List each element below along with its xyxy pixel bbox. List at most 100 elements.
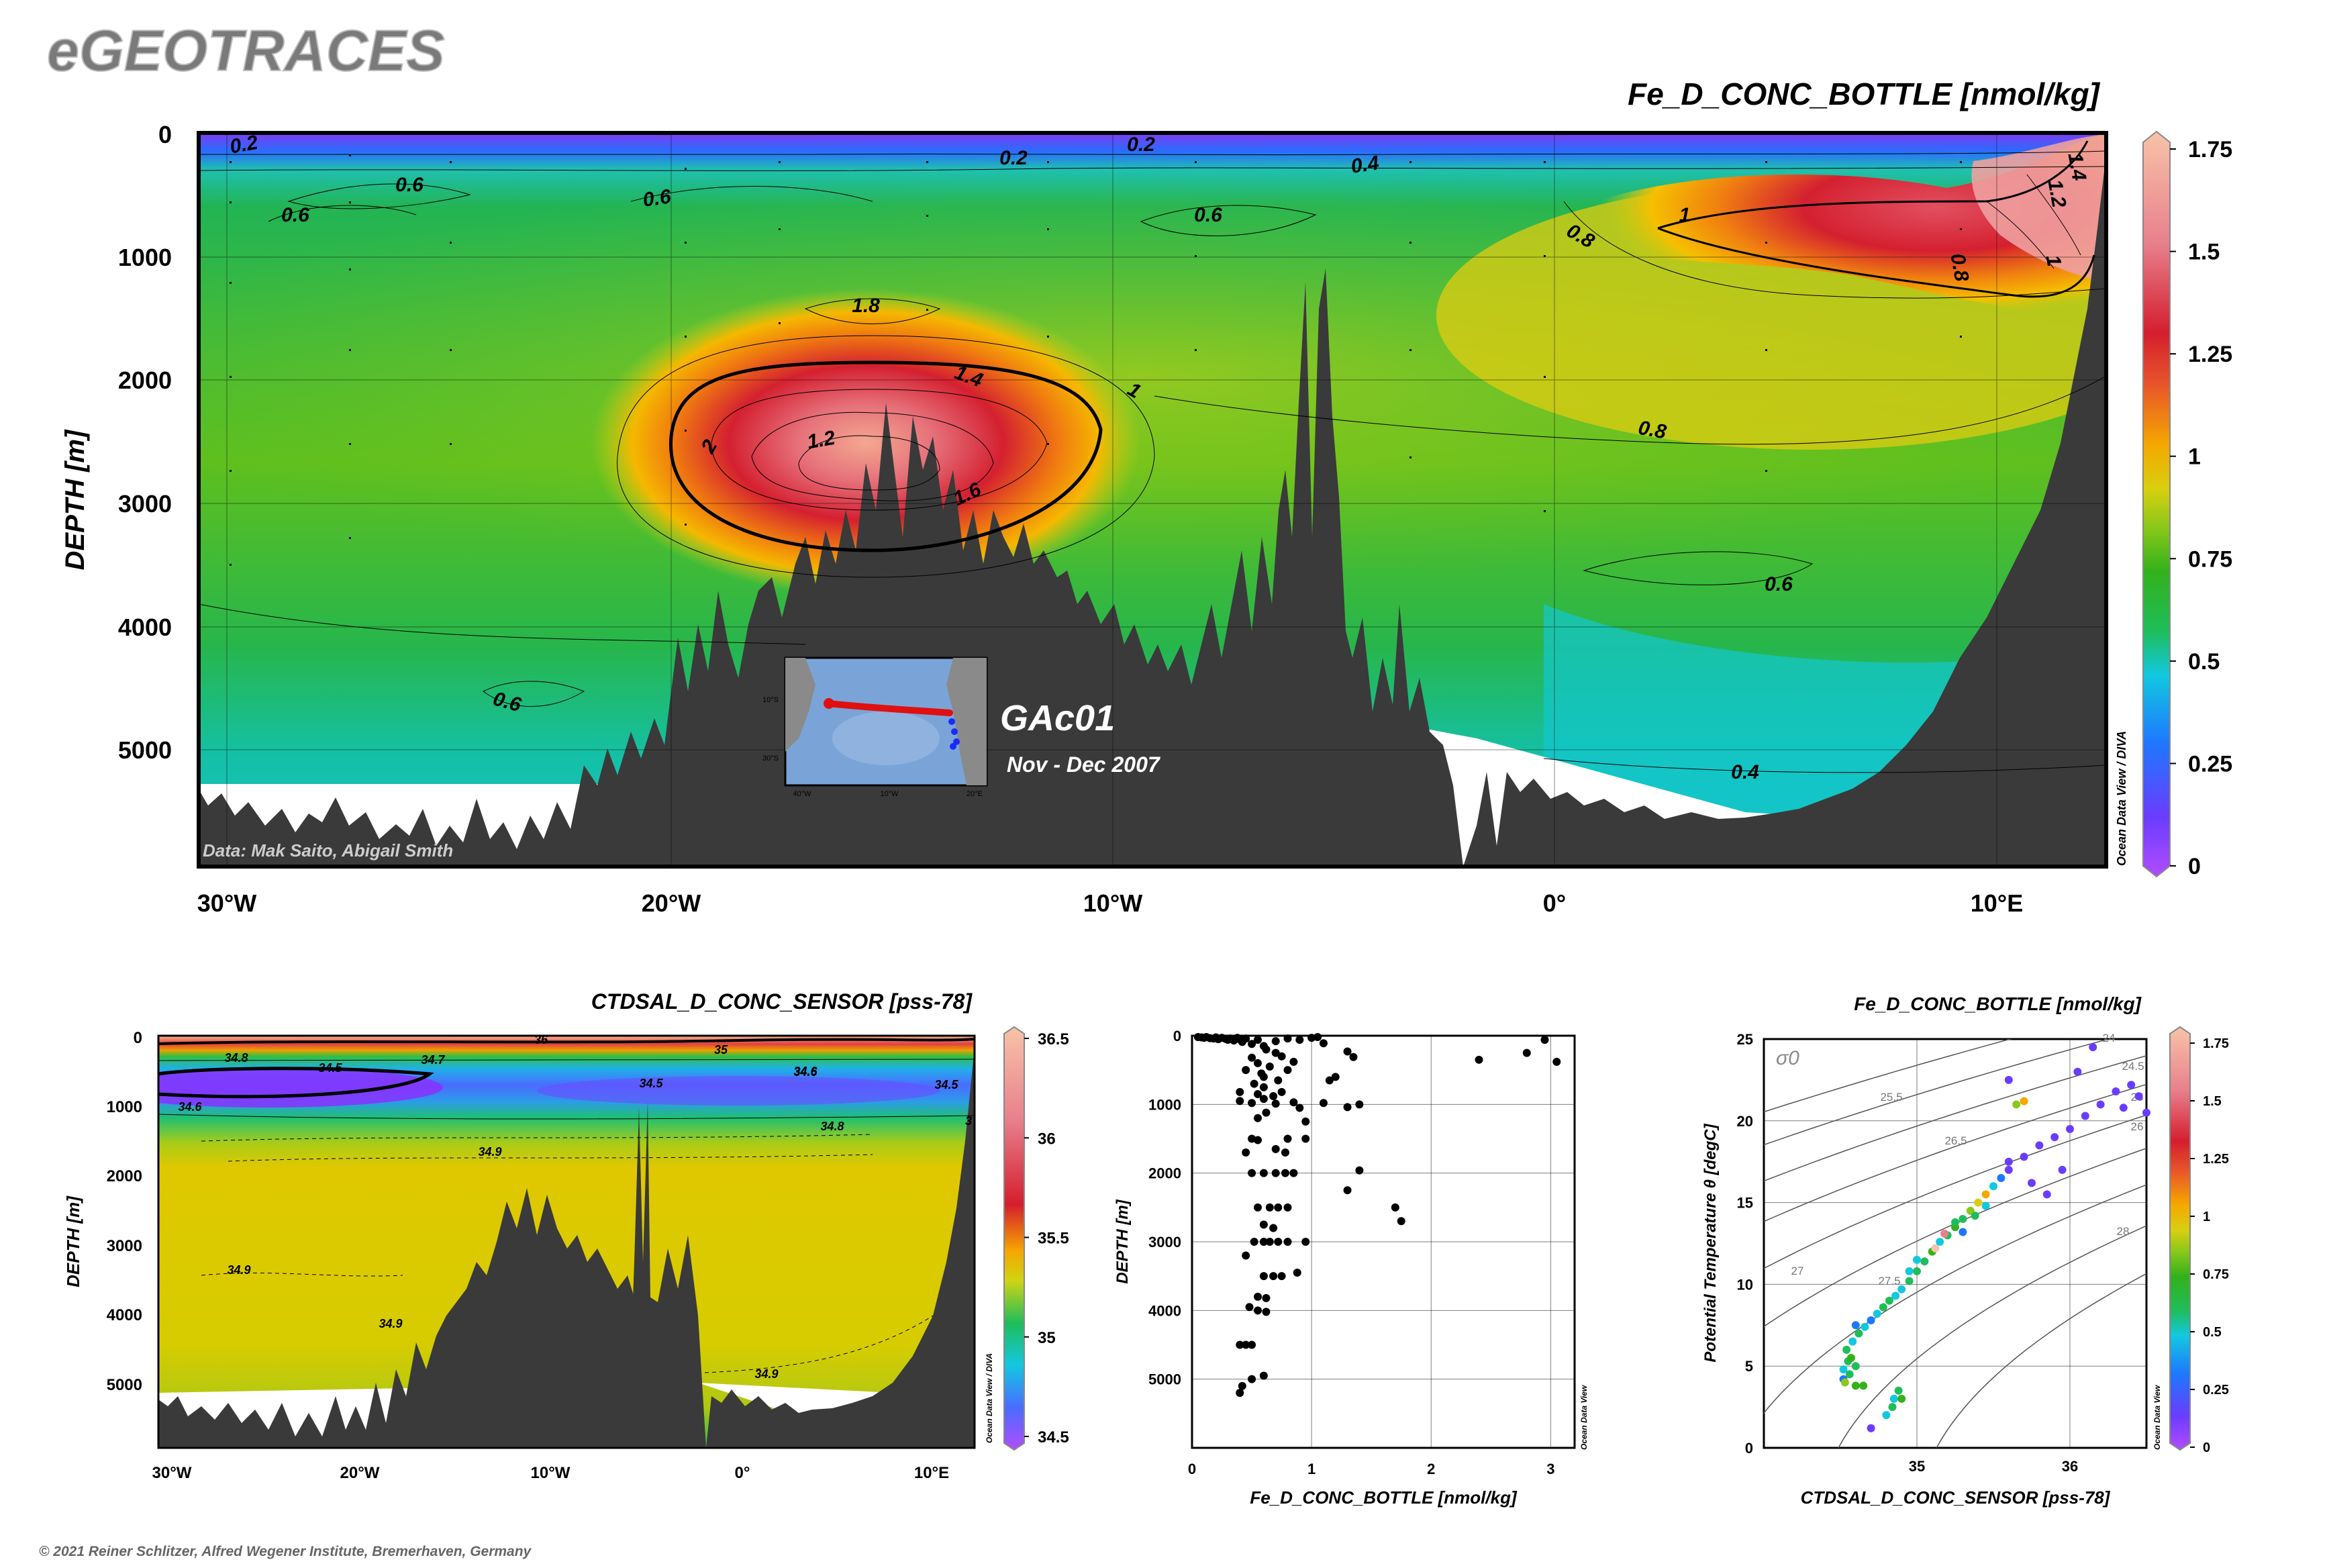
fe-depth-ytick: 0 [1173, 1028, 1181, 1044]
inset-cruise-track [826, 700, 953, 716]
main-grid [199, 133, 2106, 867]
fe-depth-point [1265, 1203, 1274, 1212]
ts-colorbar-tick: 1 [2203, 1210, 2210, 1224]
fe-depth-point [1269, 1224, 1278, 1232]
ts-isopycnal-label: 28 [2117, 1225, 2130, 1238]
main-contour-label: 0.4 [1731, 761, 1759, 783]
ts-points [1839, 1043, 2150, 1432]
ts-colorbar-tick: 0.75 [2203, 1267, 2229, 1282]
fe-depth-ytick: 2000 [1148, 1165, 1181, 1182]
ts-isopycnal [1936, 1273, 2146, 1448]
ts-colorbar-tick: 0 [2203, 1440, 2210, 1455]
sal-xtick: 10°W [531, 1464, 571, 1482]
ts-colorbar-tick: 0.25 [2203, 1383, 2229, 1398]
ts-point [1974, 1198, 1983, 1207]
ts-colorbar-label: Ocean Data View [2152, 1385, 2162, 1450]
ts-point [1845, 1370, 1854, 1379]
sal-contour-label: 34.8 [820, 1120, 844, 1133]
sal-bathymetry [158, 1047, 975, 1448]
fe-depth-point [1248, 1099, 1256, 1108]
ts-point [1851, 1362, 1860, 1371]
fe-depth-point [1248, 1375, 1256, 1383]
ts-point [2096, 1100, 2105, 1109]
main-credit: Data: Mak Saito, Abigail Smith [203, 840, 453, 861]
ts-ylabel: Potential Temperature θ [degC] [1701, 1123, 1720, 1362]
ts-colorbar-tick: 1.25 [2203, 1152, 2229, 1167]
main-contour-label: 1.4 [2063, 151, 2090, 183]
fe-depth-point [1259, 1238, 1268, 1246]
ts-point [1931, 1244, 1940, 1253]
cruise-name: GAc01 [1000, 698, 1115, 738]
sal-contour-label: 34.5 [318, 1061, 342, 1075]
main-frame [197, 131, 2108, 869]
fe-depth-point [1242, 1034, 1250, 1043]
ts-isopycnal [1764, 1039, 2110, 1146]
ts-xticks: 35 36 [1909, 1458, 2078, 1475]
inset-map: 10°S 30°S 40°W 10°W 20°E [762, 656, 988, 798]
main-colorbar-tick: 1 [2188, 444, 2201, 470]
fe-depth-point [1355, 1166, 1364, 1175]
sal-xtick: 20°W [340, 1464, 380, 1482]
fe-depth-point [1289, 1169, 1298, 1177]
ts-point [2028, 1179, 2036, 1187]
main-colorbar-tick: 0.5 [2188, 649, 2220, 675]
fe-depth-point [1259, 1083, 1268, 1091]
main-contour-label: 0.2 [999, 147, 1028, 169]
sal-colorbar-tick: 35 [1038, 1329, 1056, 1347]
ts-point [1913, 1267, 1921, 1275]
ts-point [1854, 1329, 1863, 1338]
sal-contour-labels: 36 34.8 35 34.7 34.5 34.6 34.5 34.6 34.5 3 34.8 34.… [178, 1036, 972, 1381]
ts-point [2089, 1043, 2097, 1052]
ts-point [1936, 1238, 1944, 1246]
ts-isopycnal-label: 27 [1791, 1265, 1804, 1277]
sal-contour-label: 3 [965, 1114, 972, 1128]
sal-contour-label: 34.9 [478, 1145, 501, 1159]
sal-xticks: 30°W 20°W 10°W 0° 10°E [152, 1464, 950, 1482]
main-contour-label: 0.6 [642, 185, 673, 211]
ts-point [2073, 1067, 2082, 1076]
main-station-dots [230, 154, 1962, 566]
main-xtick: 10°E [1971, 889, 2023, 917]
main-ytick: 3000 [118, 490, 172, 518]
fe-depth-point [1283, 1034, 1292, 1043]
fe-depth-point [1281, 1169, 1289, 1177]
fe-depth-side-label: Ocean Data View [1579, 1385, 1589, 1450]
ts-colorbar-ticks: 1.75 1.5 1.25 1 0.75 0.5 0.25 0 [2190, 1036, 2229, 1455]
fe-depth-point [1248, 1340, 1256, 1349]
main-xtick: 10°W [1083, 889, 1142, 917]
fe-depth-point [1236, 1340, 1244, 1349]
sal-contour-label: 34.5 [639, 1077, 663, 1090]
ts-point [1920, 1257, 1929, 1266]
fe-depth-point [1301, 1117, 1310, 1126]
fe-depth-point [1274, 1203, 1283, 1212]
logo: eGEOTRACES [47, 19, 445, 83]
sal-colorbar-tick: 36.5 [1038, 1030, 1069, 1048]
ts-point [1861, 1322, 1869, 1331]
main-contour-label: 1 [1679, 204, 1691, 226]
main-colorbar-label: Ocean Data View / DIVA [2115, 731, 2128, 866]
fe-depth-xticks: 0 1 2 3 [1188, 1461, 1555, 1477]
main-colorbar-tick: 1.5 [2188, 240, 2220, 265]
ts-title: Fe_D_CONC_BOTTLE [nmol/kg] [1854, 993, 2142, 1014]
main-contour-label: 0.6 [1194, 204, 1222, 226]
fe-depth-point [1355, 1100, 1364, 1109]
sal-ytick: 2000 [107, 1167, 142, 1185]
main-ytick: 1000 [118, 244, 172, 271]
main-east-plume [1544, 134, 2106, 317]
inset-lon-3: 20°E [967, 790, 983, 798]
ts-point [1897, 1394, 1906, 1403]
fe-depth-point [1301, 1238, 1310, 1246]
fe-depth-point [1289, 1098, 1298, 1107]
main-deep-plume [591, 289, 1141, 597]
ts-colorbar-tick: 1.75 [2203, 1036, 2229, 1051]
fe-depth-yticks: 0 1000 2000 3000 4000 5000 [1148, 1028, 1181, 1388]
fe-depth-point [1253, 1036, 1262, 1044]
main-contour-label: 0.2 [228, 132, 260, 158]
ts-isopycnal-label: 26.5 [1944, 1134, 1967, 1147]
fe-depth-point [1295, 1104, 1304, 1112]
fe-depth-point [1259, 1095, 1268, 1104]
fe-depth-point [1253, 1114, 1262, 1122]
main-ytick: 4000 [118, 614, 172, 641]
ts-xtick: 36 [2062, 1458, 2078, 1475]
fe-depth-point [1259, 1272, 1268, 1281]
